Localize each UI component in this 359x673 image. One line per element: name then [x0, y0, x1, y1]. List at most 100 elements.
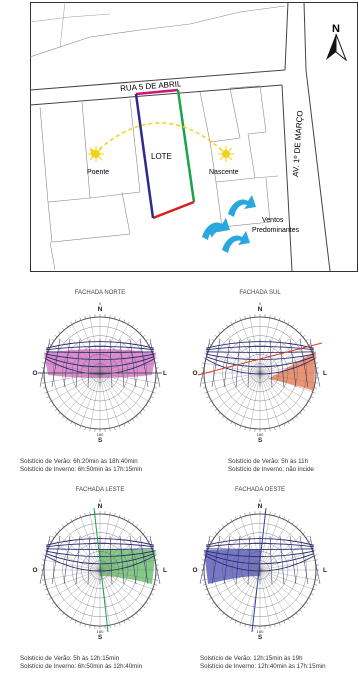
azimuth-tick [41, 382, 45, 384]
azimuth-tick [135, 327, 139, 331]
degree-south: 180 [257, 432, 264, 437]
degree-north: 0 [259, 498, 262, 503]
diagram-caption-summer: Solstício de Verão: 5h às 12h:15min [20, 655, 120, 662]
azimuth-line [44, 363, 101, 374]
sun-path-diagram: N S O L 0 180 [32, 498, 167, 641]
azimuth-tick [54, 531, 58, 535]
azimuth-line [259, 372, 280, 426]
azimuth-line [99, 363, 156, 374]
azimuth-tick [145, 601, 149, 605]
hour-line [149, 535, 161, 585]
compass-letter-o: O [32, 567, 37, 574]
azimuth-tick [131, 521, 135, 525]
azimuth-tick [287, 618, 290, 622]
azimuth-tick [201, 559, 205, 561]
azimuth-line [99, 324, 129, 374]
azimuth-tick [278, 317, 281, 321]
azimuth-tick [127, 618, 130, 622]
hour-line [247, 535, 251, 585]
azimuth-line [240, 569, 261, 623]
azimuth-line [211, 344, 261, 374]
azimuth-tick [74, 423, 77, 427]
azimuth-tick [218, 331, 221, 334]
azimuth-line [207, 372, 261, 393]
azimuth-tick [84, 512, 86, 516]
azimuth-tick [54, 408, 58, 412]
azimuth-tick [131, 615, 135, 619]
azimuth-line [259, 521, 289, 571]
compass-letter-l: L [323, 567, 327, 574]
azimuth-tick [89, 511, 91, 515]
azimuth-line [259, 372, 289, 422]
azimuth-line [99, 560, 156, 571]
azimuth-line [99, 372, 137, 416]
azimuth-tick [123, 620, 126, 624]
azimuth-tick [114, 512, 116, 516]
azimuth-line [99, 569, 137, 613]
azimuth-line [90, 372, 101, 429]
azimuth-tick [109, 511, 111, 515]
azimuth-tick [65, 521, 69, 525]
azimuth-tick [154, 387, 158, 389]
azimuth-tick [202, 584, 206, 586]
azimuth-tick [314, 554, 318, 556]
compass-letter-n: N [258, 503, 263, 510]
azimuth-line [259, 569, 289, 619]
hour-line [75, 535, 81, 585]
azimuth-line [99, 372, 143, 410]
azimuth-tick [61, 612, 65, 616]
azimuth-line [63, 372, 101, 416]
azimuth-tick [225, 521, 229, 525]
azimuth-line [47, 550, 101, 571]
azimuth-tick [244, 427, 246, 431]
azimuth-tick [218, 412, 221, 415]
sun-east-icon [218, 146, 234, 162]
hour-line [211, 338, 221, 388]
azimuth-line [259, 514, 270, 571]
azimuth-tick [201, 579, 205, 581]
west-label: Poente [87, 169, 109, 176]
azimuth-tick [109, 314, 111, 318]
azimuth-tick [145, 535, 149, 539]
azimuth-tick [291, 324, 295, 328]
azimuth-line [51, 372, 101, 402]
azimuth-tick [230, 421, 233, 425]
azimuth-tick [89, 314, 91, 318]
azimuth-line [223, 569, 261, 613]
azimuth-line [223, 372, 261, 416]
azimuth-tick [44, 588, 48, 591]
azimuth-line [71, 372, 101, 422]
azimuth-tick [118, 425, 121, 429]
azimuth-tick [145, 404, 149, 408]
hour-line [299, 535, 309, 585]
compass-letter-o: O [32, 370, 37, 377]
azimuth-tick [302, 408, 306, 412]
azimuth-tick [249, 428, 251, 432]
azimuth-tick [315, 362, 319, 364]
azimuth-tick [308, 540, 312, 543]
azimuth-line [80, 372, 101, 426]
azimuth-tick [155, 579, 159, 581]
azimuth-line [63, 527, 101, 571]
azimuth-tick [58, 412, 61, 415]
azimuth-tick [287, 518, 290, 522]
azimuth-tick [42, 387, 46, 389]
azimuth-line [99, 569, 153, 590]
azimuth-tick [291, 418, 295, 422]
azimuth-line [259, 317, 270, 374]
azimuth-line [259, 363, 316, 374]
azimuth-tick [299, 331, 302, 334]
azimuth-tick [208, 343, 212, 346]
azimuth-line [231, 569, 261, 619]
compass-letter-o: O [192, 370, 197, 377]
azimuth-tick [150, 396, 154, 399]
azimuth-line [211, 541, 261, 571]
azimuth-tick [201, 382, 205, 384]
azimuth-line [99, 372, 156, 383]
azimuth-tick [42, 554, 46, 556]
azimuth-tick [42, 584, 46, 586]
azimuth-tick [154, 554, 158, 556]
wind-label-1: Ventos [262, 217, 284, 224]
site-plan-drawing: N RUA 5 DE ABRIL AV. 1º DE MARÇO LOTE Po… [29, 1, 358, 272]
azimuth-tick [155, 382, 159, 384]
